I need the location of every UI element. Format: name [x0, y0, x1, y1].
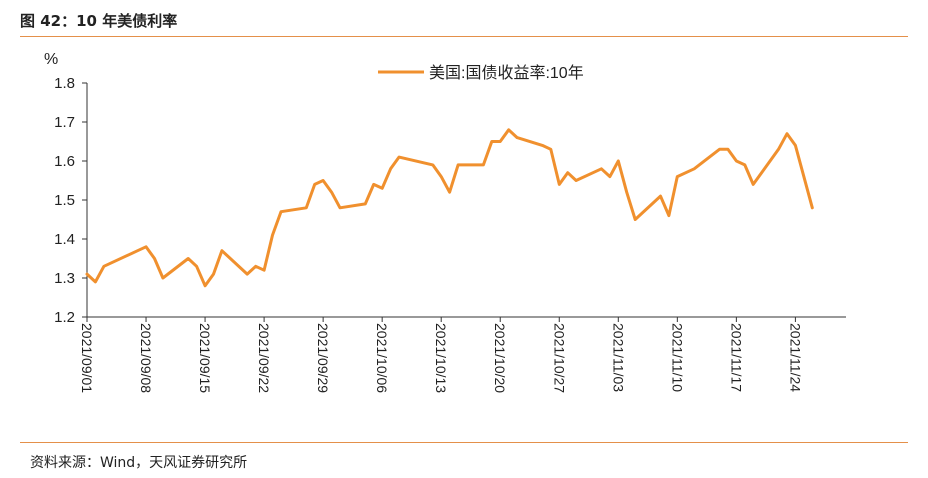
source-note: 资料来源：Wind，天风证券研究所 [30, 455, 248, 471]
top-divider [20, 36, 908, 37]
y-tick-label: 1.8 [54, 75, 75, 92]
y-tick-label: 1.4 [54, 231, 75, 248]
x-tick-label: 2021/10/20 [492, 323, 508, 393]
x-tick-label: 2021/11/03 [610, 323, 626, 392]
x-tick-label: 2021/10/13 [433, 323, 449, 393]
chart-marks [85, 128, 814, 288]
y-tick-label: 1.3 [54, 270, 75, 287]
x-tick-label: 2021/09/15 [197, 323, 213, 393]
x-tick-label: 2021/11/24 [787, 323, 803, 392]
x-tick-label: 2021/10/06 [374, 323, 390, 393]
line-chart: 1.2 1.3 1.4 1.5 1.6 1.7 1.8% 2021/09/01 2021/09/… [44, 51, 846, 393]
y-tick-label: 1.5 [54, 192, 75, 209]
x-tick-label: 2021/09/29 [315, 323, 331, 393]
legend-label: 美国:国债收益率:10年 [429, 64, 584, 82]
chart-legend: 美国:国债收益率:10年 [378, 64, 584, 82]
x-tick-label: 2021/09/01 [79, 323, 95, 393]
y-axis-label: % [44, 51, 58, 68]
x-tick-label: 2021/09/22 [256, 323, 272, 393]
y-tick-label: 1.2 [54, 309, 75, 326]
y-tick-label: 1.6 [54, 153, 75, 170]
figure-title: 图 42：10 年美债利率 [20, 12, 178, 30]
series-line [85, 128, 814, 288]
x-tick-label: 2021/10/27 [551, 323, 567, 393]
x-tick-label: 2021/11/17 [728, 323, 744, 392]
x-tick-label: 2021/09/08 [138, 323, 154, 393]
chart-axes: 1.2 1.3 1.4 1.5 1.6 1.7 1.8% 2021/09/01 2021/09/… [44, 51, 846, 393]
bottom-divider [20, 442, 908, 443]
y-tick-label: 1.7 [54, 114, 75, 131]
x-tick-label: 2021/11/10 [669, 323, 685, 392]
